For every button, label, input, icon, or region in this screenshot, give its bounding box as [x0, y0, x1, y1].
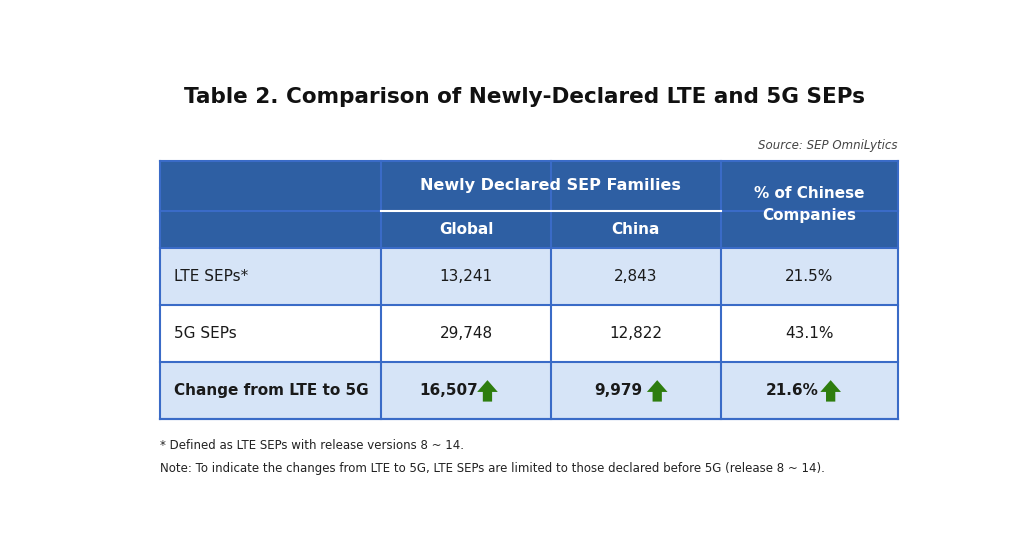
Text: 9,979: 9,979: [594, 383, 642, 398]
Text: Global: Global: [439, 222, 494, 237]
Polygon shape: [820, 380, 841, 402]
Text: Note: To indicate the changes from LTE to 5G, LTE SEPs are limited to those decl: Note: To indicate the changes from LTE t…: [160, 462, 824, 475]
Text: Newly Declared SEP Families: Newly Declared SEP Families: [421, 178, 681, 193]
Text: 43.1%: 43.1%: [785, 326, 834, 341]
Text: % of Chinese
Companies: % of Chinese Companies: [754, 186, 864, 223]
Bar: [160, 305, 898, 363]
Bar: [381, 211, 721, 248]
Polygon shape: [647, 380, 668, 402]
Text: China: China: [611, 222, 660, 237]
Bar: [160, 248, 898, 305]
Text: 29,748: 29,748: [439, 326, 493, 341]
Text: 16,507: 16,507: [419, 383, 478, 398]
Text: 13,241: 13,241: [439, 269, 493, 284]
Bar: [160, 363, 898, 419]
Text: 2,843: 2,843: [614, 269, 657, 284]
Text: 21.6%: 21.6%: [765, 383, 818, 398]
Text: 21.5%: 21.5%: [785, 269, 834, 284]
Bar: [381, 161, 721, 211]
Text: Change from LTE to 5G: Change from LTE to 5G: [174, 383, 369, 398]
Text: 5G SEPs: 5G SEPs: [174, 326, 237, 341]
Text: Table 2. Comparison of Newly-Declared LTE and 5G SEPs: Table 2. Comparison of Newly-Declared LT…: [184, 87, 865, 107]
Text: 12,822: 12,822: [609, 326, 663, 341]
Polygon shape: [477, 380, 498, 402]
Text: LTE SEPs*: LTE SEPs*: [174, 269, 248, 284]
Text: Source: SEP OmniLytics: Source: SEP OmniLytics: [759, 139, 898, 152]
Bar: [160, 161, 381, 248]
Bar: [721, 161, 898, 248]
Text: * Defined as LTE SEPs with release versions 8 ~ 14.: * Defined as LTE SEPs with release versi…: [160, 439, 464, 452]
